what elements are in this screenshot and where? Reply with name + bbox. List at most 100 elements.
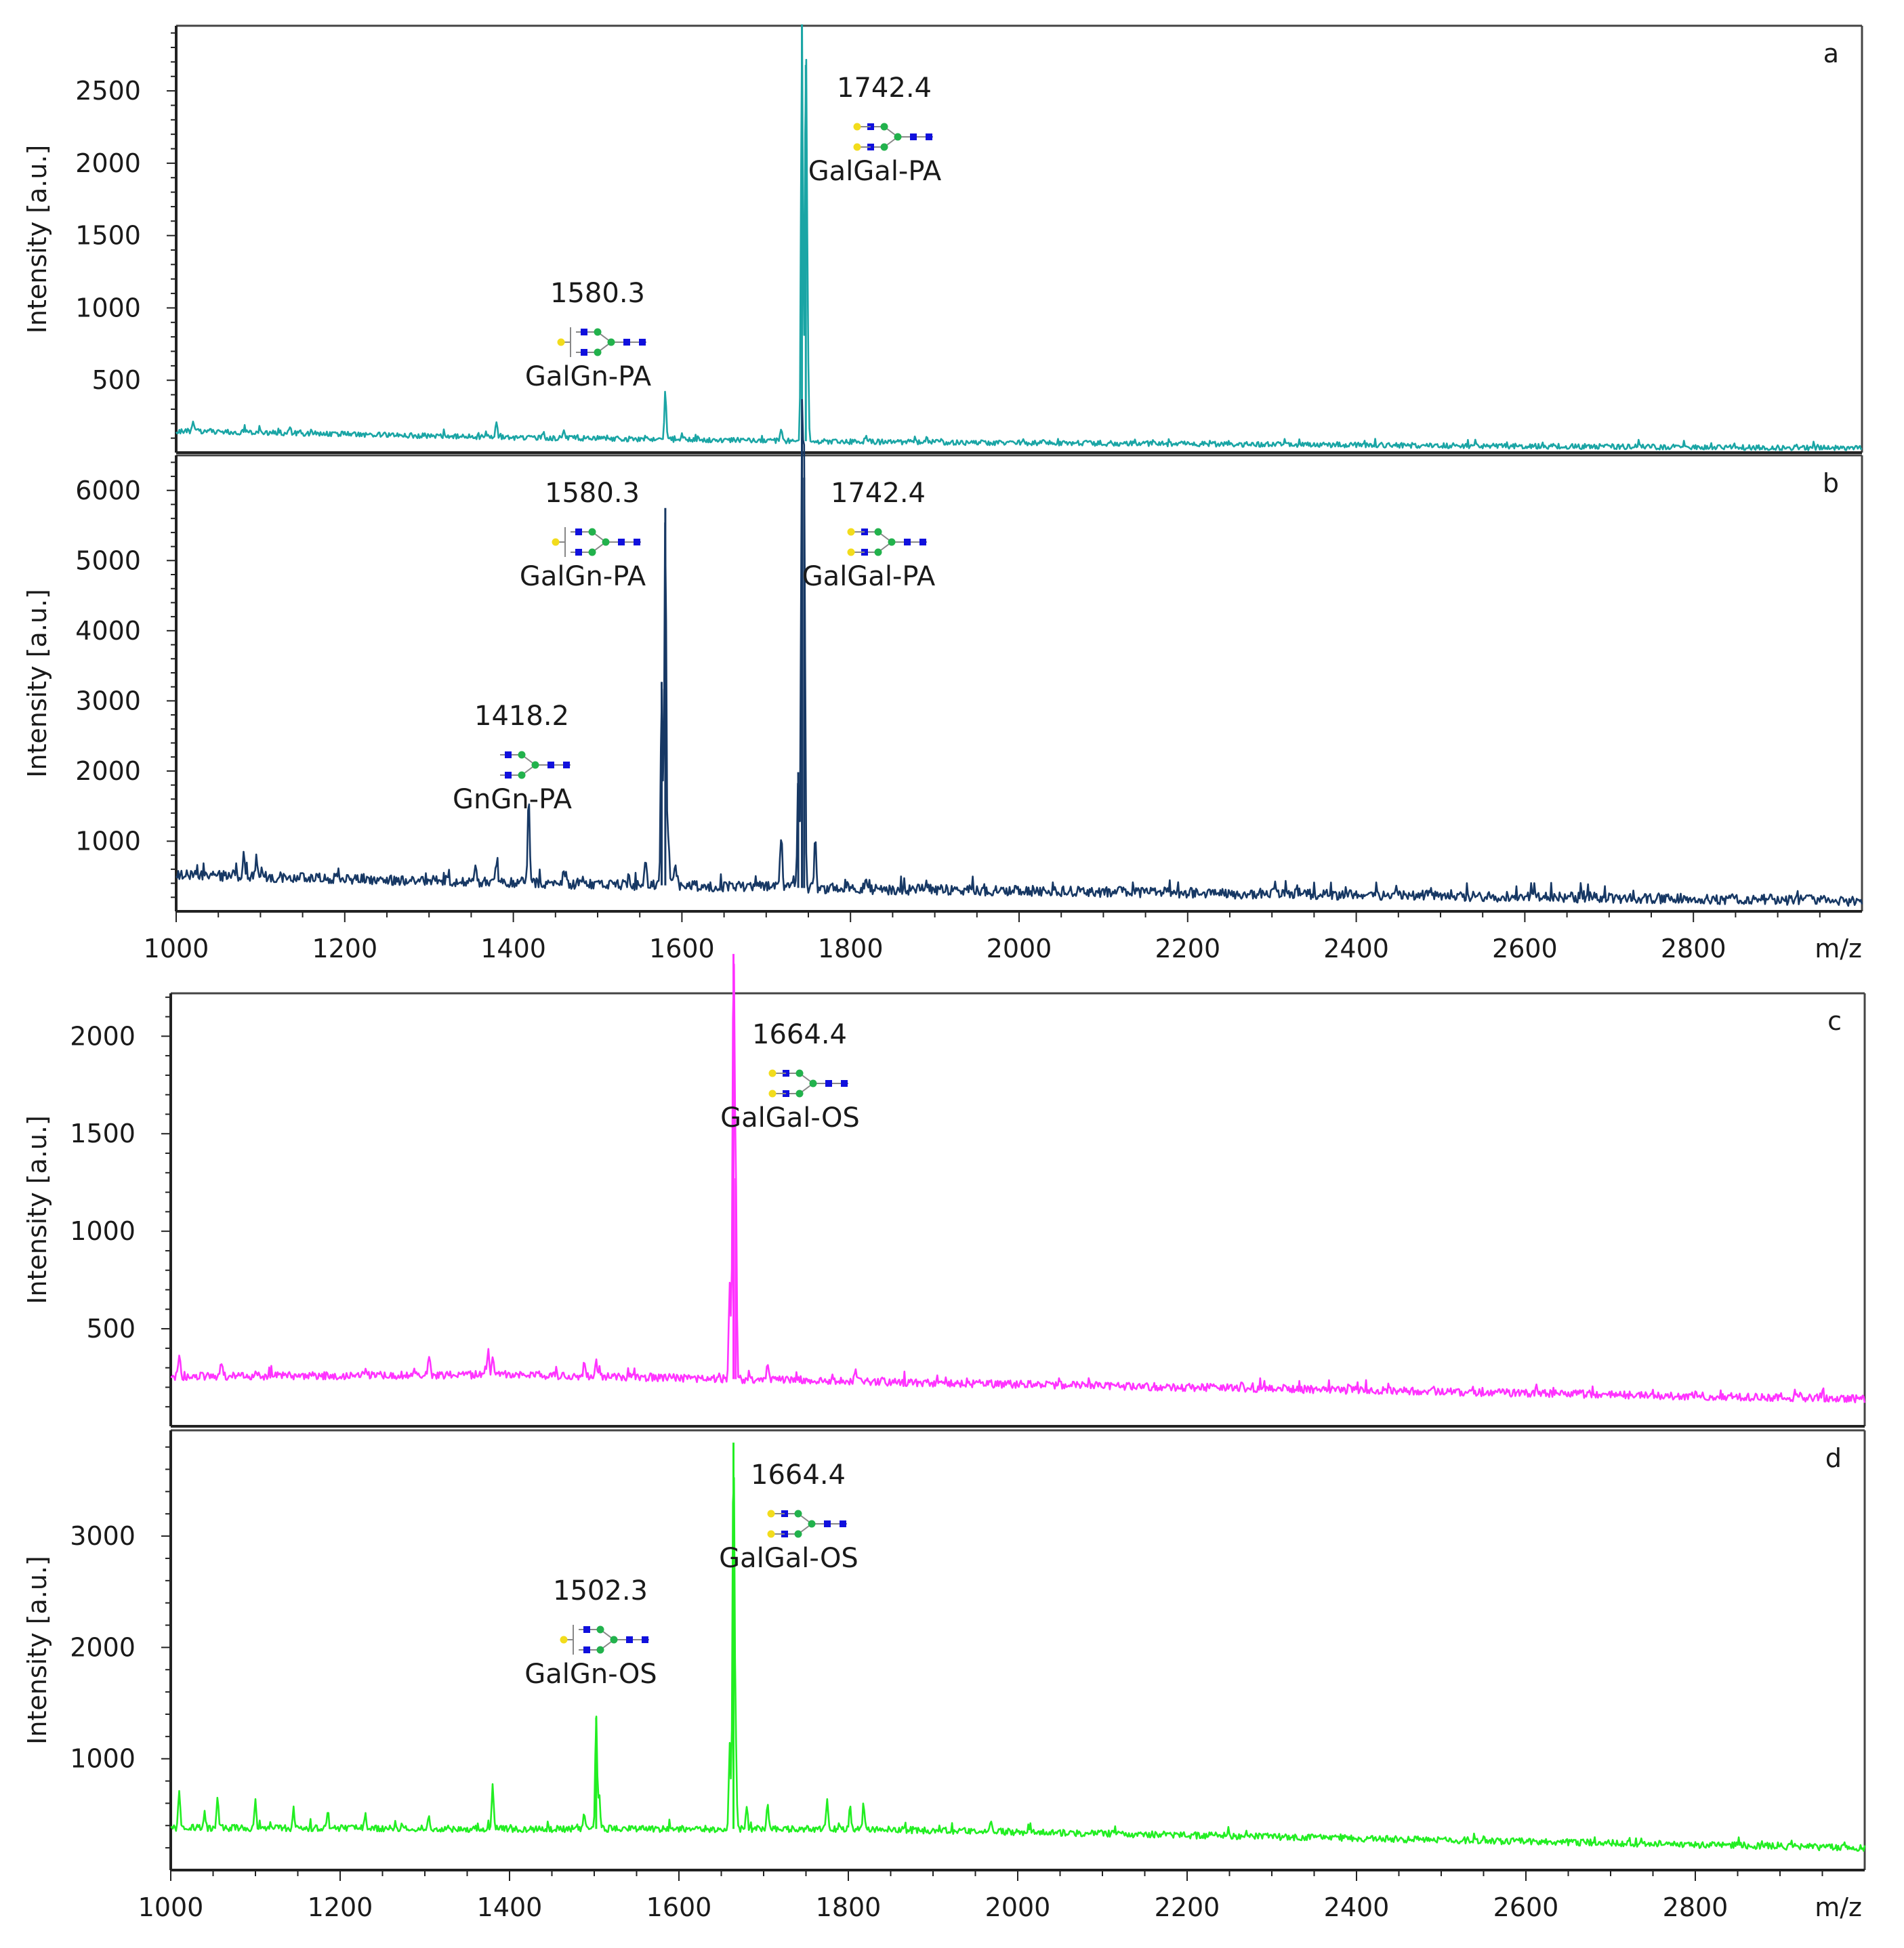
y-tick-label: 2000: [70, 1021, 136, 1051]
y-tick-label: 1000: [70, 1216, 136, 1246]
y-tick-label: 6000: [75, 476, 141, 505]
glcnac-icon: [581, 349, 587, 356]
peak-mz-label: 1742.4: [837, 72, 932, 104]
x-tick-label: 2400: [1324, 1892, 1390, 1922]
galactose-icon: [767, 1510, 775, 1518]
x-axis-title: m/z: [1815, 1892, 1862, 1922]
peak-mz-label: 1664.4: [751, 1459, 846, 1491]
glcnac-icon: [575, 549, 582, 556]
mannose-icon: [594, 328, 602, 336]
y-tick-label: 2000: [75, 148, 141, 178]
x-tick-label: 1200: [312, 934, 377, 963]
glcnac-icon: [505, 751, 512, 758]
galactose-icon: [853, 123, 861, 131]
mannose-icon: [880, 123, 888, 131]
glycan-structure-icon: [768, 1069, 848, 1098]
spectrum-trace-a: [175, 25, 1863, 451]
galactose-icon: [768, 1090, 777, 1098]
y-tick-label: 5000: [75, 545, 141, 575]
peak-mz-label: 1580.3: [545, 478, 640, 509]
y-tick-label: 3000: [70, 1521, 136, 1551]
glcnac-icon: [563, 762, 570, 768]
y-tick-label: 2500: [75, 76, 141, 106]
peak-mz-label: 1418.2: [474, 701, 569, 732]
peak-mz-label: 1742.4: [831, 478, 926, 509]
mannose-icon: [888, 538, 896, 546]
glcnac-icon: [618, 539, 625, 545]
peak-mz-label: 1580.3: [550, 278, 645, 309]
galactose-icon: [560, 1636, 568, 1644]
x-tick-label: 2800: [1663, 1892, 1729, 1922]
x-tick-label: 2000: [985, 1892, 1051, 1922]
mannose-icon: [518, 751, 526, 759]
spectrum-trace-c: [170, 963, 1866, 1404]
mannose-icon: [594, 348, 602, 356]
peak-annotation: 1742.4 GalGal-PA: [808, 72, 942, 187]
y-tick-label: 1500: [70, 1119, 136, 1148]
glycan-structure-icon: [552, 527, 641, 557]
y-tick-label: 3000: [75, 686, 141, 716]
glcnac-icon: [825, 1080, 832, 1087]
glcnac-icon: [626, 1636, 633, 1643]
y-tick-label: 1000: [75, 293, 141, 323]
y-tick-label: 2000: [70, 1632, 136, 1662]
mannose-icon: [596, 1625, 604, 1634]
x-tick-label: 1200: [308, 1892, 373, 1922]
galactose-icon: [853, 143, 861, 151]
panel-letter: c: [1827, 1006, 1842, 1036]
mannose-icon: [894, 133, 902, 141]
glcnac-icon: [575, 529, 582, 535]
glycan-name-label: GalGn-PA: [520, 561, 646, 592]
mannose-icon: [809, 1079, 817, 1087]
y-axis-title: Intensity [a.u.]: [22, 1556, 52, 1745]
glycan-structure-icon: [767, 1510, 847, 1538]
mannose-icon: [795, 1090, 804, 1098]
glcnac-icon: [910, 133, 917, 140]
mannose-icon: [531, 761, 539, 769]
glcnac-icon: [824, 1520, 831, 1527]
mannose-icon: [874, 528, 882, 536]
peak-annotation: 1664.4 GalGal-OS: [719, 1459, 858, 1574]
glcnac-icon: [926, 133, 932, 140]
glycan-structure-icon: [560, 1625, 649, 1655]
mannose-icon: [588, 548, 596, 556]
glcnac-icon: [583, 1646, 590, 1653]
glycan-name-label: GnGn-PA: [453, 784, 573, 815]
galactose-icon: [767, 1530, 775, 1538]
x-tick-label: 1600: [649, 934, 715, 963]
x-tick-label: 2400: [1323, 934, 1389, 963]
x-tick-label: 1400: [480, 934, 546, 963]
panel-letter: b: [1823, 468, 1839, 498]
glcnac-icon: [841, 1080, 848, 1087]
y-axis-title: Intensity [a.u.]: [22, 145, 52, 334]
mannose-icon: [518, 771, 526, 779]
x-tick-label: 1800: [818, 934, 884, 963]
mannose-icon: [808, 1520, 816, 1528]
x-tick-label: 1800: [816, 1892, 882, 1922]
y-tick-label: 500: [91, 365, 141, 395]
peak-annotation: 1502.3 GalGn-OS: [524, 1575, 657, 1690]
panel-frames: 500 1000 1500 2000 2500 Intensity [a.u.] a 1000…: [22, 24, 1866, 1922]
panel-c: 500 1000 1500 2000 Intensity [a.u.] c: [22, 992, 1866, 1428]
glcnac-icon: [840, 1520, 846, 1527]
galactose-icon: [847, 548, 855, 556]
peak-annotations: 1580.3 GalGn-PA 1742.4 GalGal-PA 1418.2 GnGn-…: [453, 72, 942, 1690]
x-tick-label: 1600: [646, 1892, 712, 1922]
x-tick-label: 2800: [1661, 934, 1726, 963]
mannose-icon: [596, 1646, 604, 1654]
mannose-icon: [794, 1510, 802, 1518]
x-tick-label: 2600: [1492, 934, 1558, 963]
x-axis-title: m/z: [1815, 934, 1862, 963]
peak-annotation: 1664.4 GalGal-OS: [720, 1019, 860, 1134]
panel-b: 1000 2000 3000 4000 5000 6000 Intensity [a.u.]…: [22, 454, 1863, 963]
mannose-icon: [794, 1530, 802, 1538]
peak-mz-label: 1664.4: [752, 1019, 847, 1050]
panel-letter: d: [1825, 1443, 1842, 1473]
mannose-icon: [880, 143, 888, 151]
x-tick-label: 1000: [144, 934, 209, 963]
x-tick-label: 2600: [1493, 1892, 1559, 1922]
galactose-icon: [557, 338, 565, 346]
y-axis-title: Intensity [a.u.]: [22, 1115, 52, 1304]
y-tick-label: 1000: [75, 826, 141, 856]
